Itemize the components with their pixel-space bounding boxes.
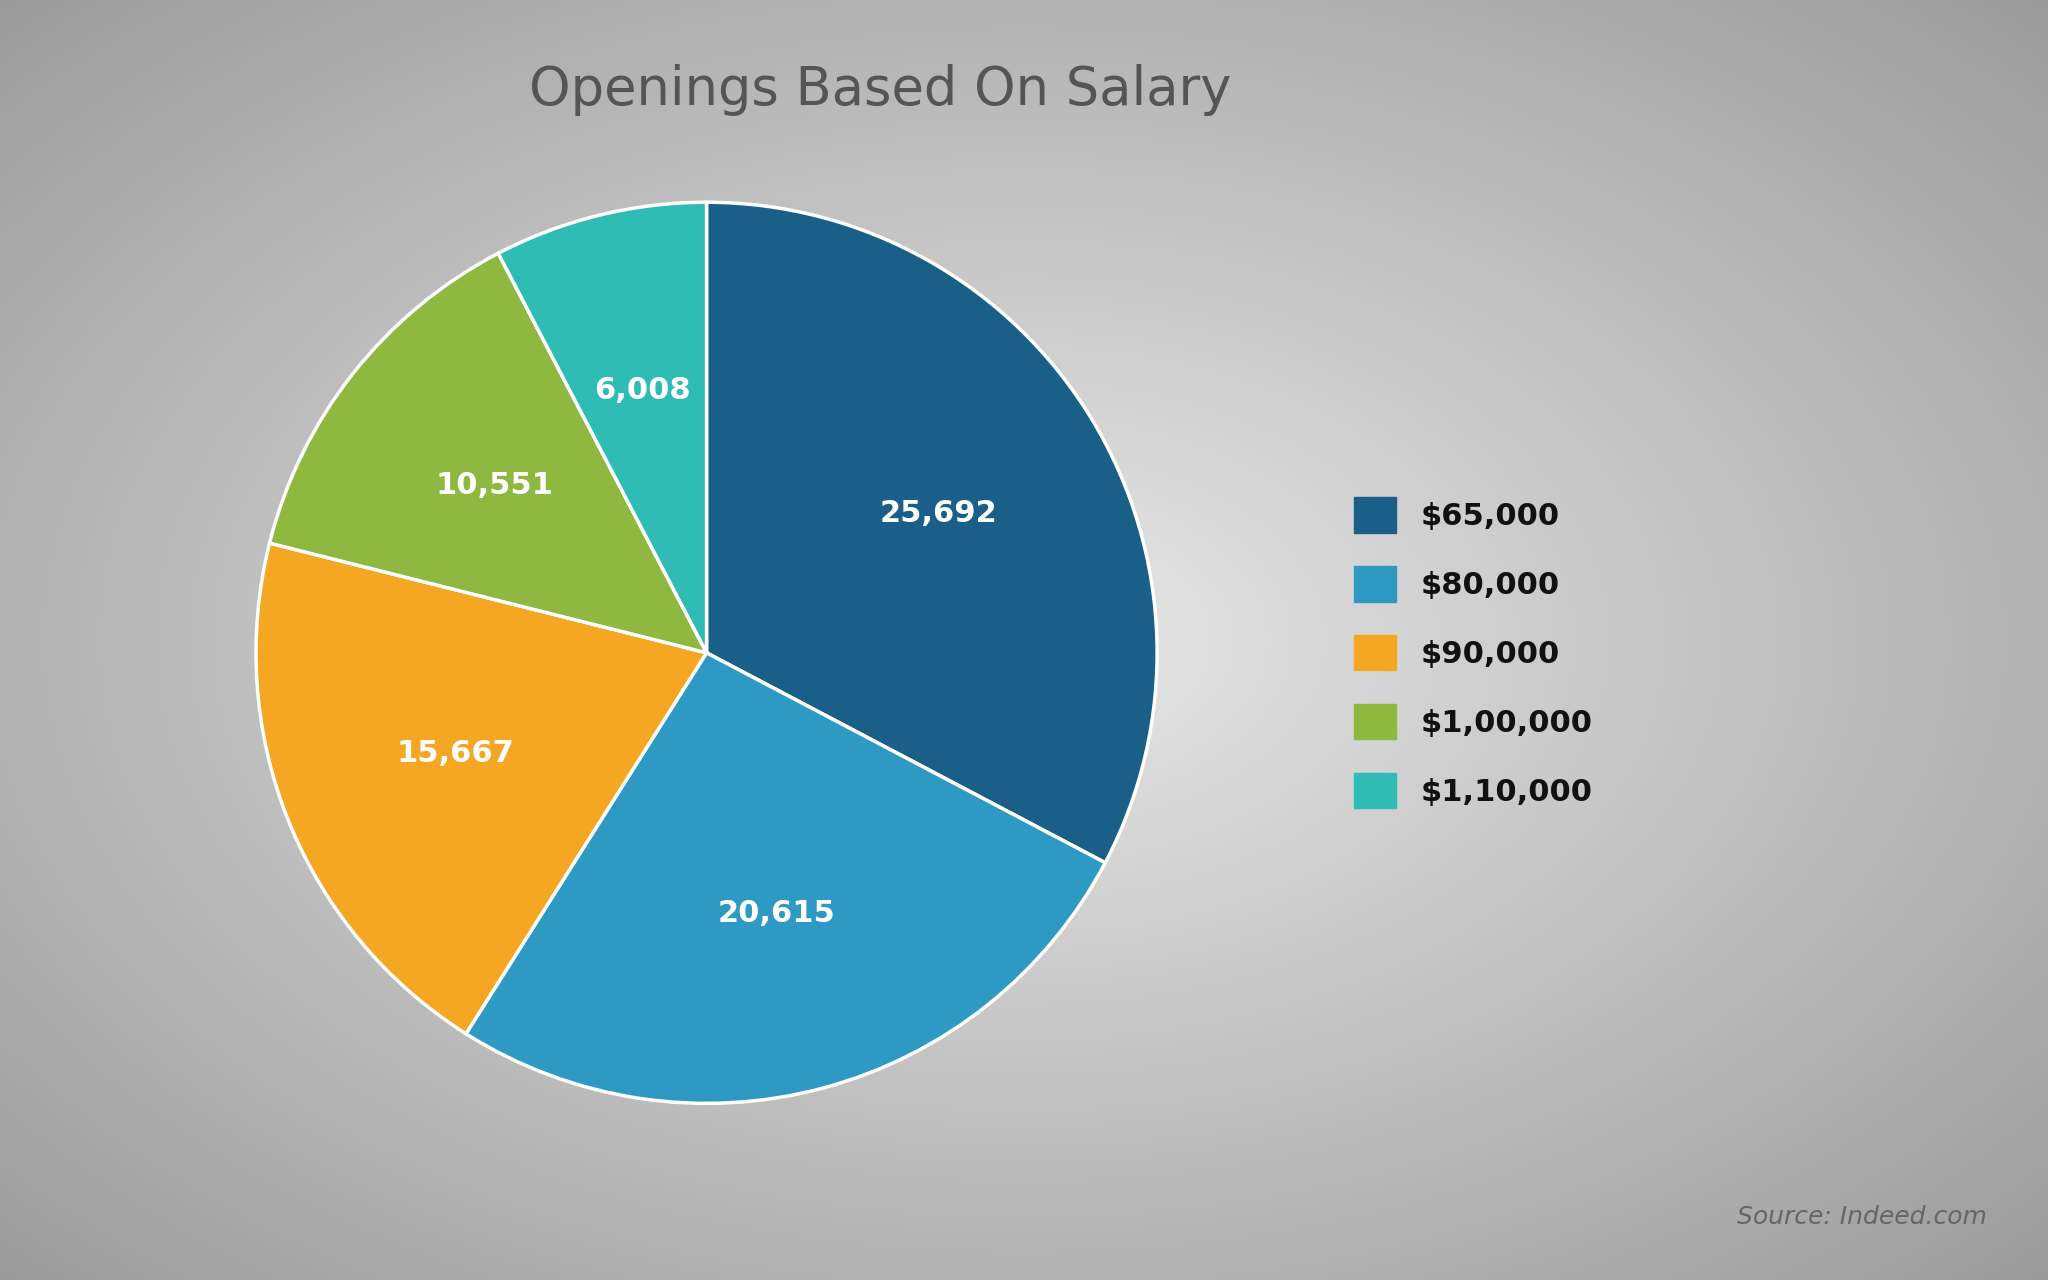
Text: 15,667: 15,667 xyxy=(397,739,514,768)
Wedge shape xyxy=(270,253,707,653)
Text: 6,008: 6,008 xyxy=(594,376,690,404)
Wedge shape xyxy=(707,202,1157,863)
Wedge shape xyxy=(256,543,707,1034)
Text: 10,551: 10,551 xyxy=(436,471,553,500)
Text: 25,692: 25,692 xyxy=(879,499,997,527)
Wedge shape xyxy=(467,653,1106,1103)
Wedge shape xyxy=(498,202,707,653)
Text: 20,615: 20,615 xyxy=(717,900,836,928)
Text: Openings Based On Salary: Openings Based On Salary xyxy=(528,64,1233,115)
Legend: $65,000, $80,000, $90,000, $1,00,000, $1,10,000: $65,000, $80,000, $90,000, $1,00,000, $1… xyxy=(1341,485,1606,820)
Text: Source: Indeed.com: Source: Indeed.com xyxy=(1737,1204,1987,1229)
